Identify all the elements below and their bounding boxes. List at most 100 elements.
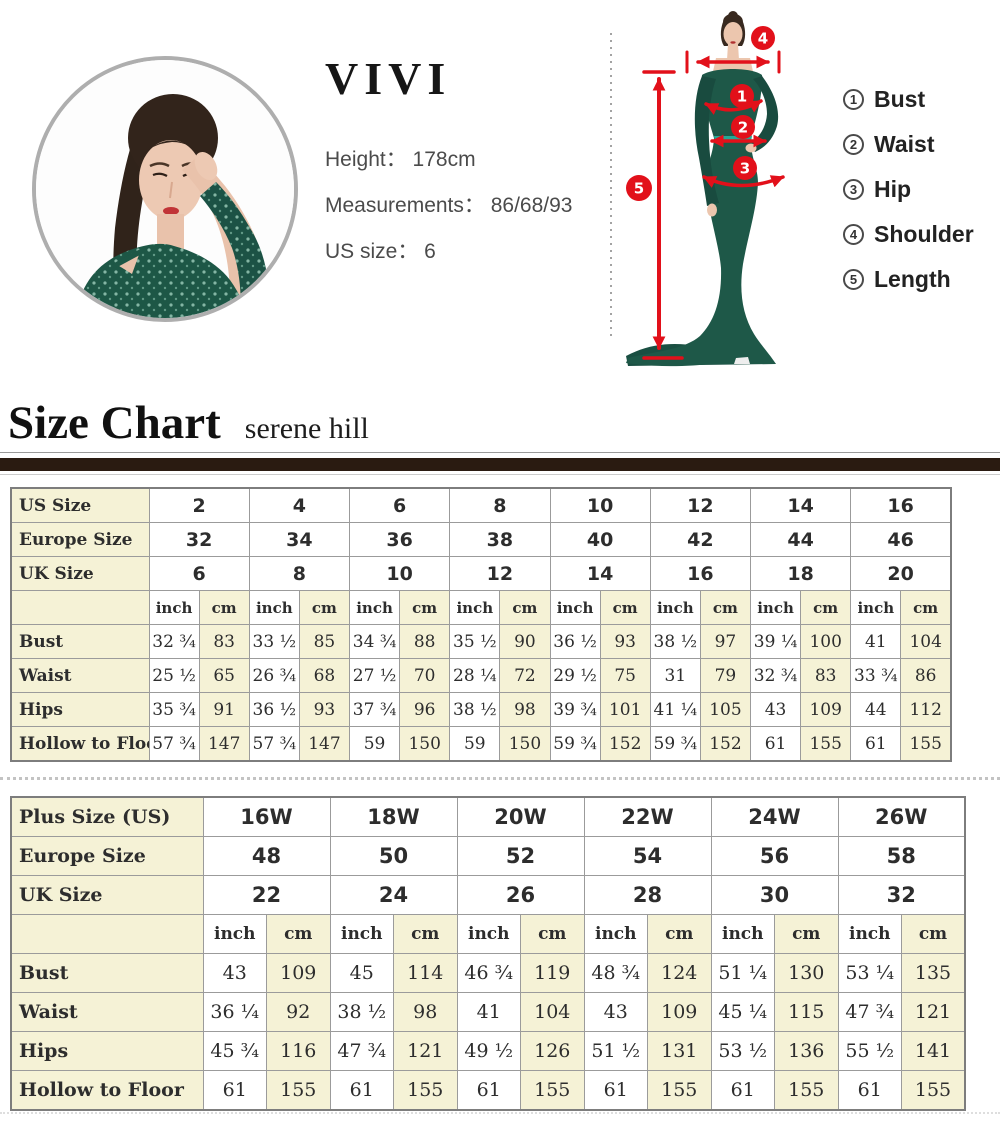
size-value-cell: 26 xyxy=(456,875,585,915)
cm-value-cell: 141 xyxy=(901,1031,966,1071)
svg-text:2: 2 xyxy=(738,119,748,137)
marker-2-waist: 2 xyxy=(731,115,755,139)
size-value-cell: 26W xyxy=(837,796,966,837)
cm-value-cell: 109 xyxy=(800,692,852,727)
inch-value-cell: 34 ¾ xyxy=(348,624,401,659)
unit-cm-header: cm xyxy=(198,590,250,625)
unit-inch-header: inch xyxy=(348,590,401,625)
inch-value-cell: 53 ½ xyxy=(710,1031,775,1071)
circled-5-icon: 5 xyxy=(843,268,864,290)
size-value-cell: 24W xyxy=(710,796,839,837)
inch-value-cell: 38 ½ xyxy=(649,624,701,659)
unit-inch-header: inch xyxy=(456,914,521,954)
inch-value-cell: 38 ½ xyxy=(449,692,501,727)
cm-value-cell: 121 xyxy=(393,1031,458,1071)
inch-value-cell: 43 xyxy=(202,953,267,993)
cm-value-cell: 83 xyxy=(800,658,852,693)
legend-label: Hip xyxy=(874,175,912,202)
inch-value-cell: 41 ¼ xyxy=(649,692,701,727)
measurement-row: Hollow to Floor 61 155 61 155 61 155 61 155 61 155… xyxy=(10,1070,966,1111)
unit-cm-header: cm xyxy=(774,914,839,954)
cm-value-cell: 100 xyxy=(800,624,852,659)
cm-value-cell: 150 xyxy=(399,726,451,762)
size-value-cell: 22W xyxy=(583,796,712,837)
size-value-cell: 48 xyxy=(202,836,331,876)
inch-value-cell: 41 xyxy=(850,624,902,659)
inch-value-cell: 37 ¾ xyxy=(348,692,401,727)
inch-value-cell: 36 ½ xyxy=(248,692,300,727)
page-title: Size Chart xyxy=(8,397,221,449)
size-value-cell: 18 xyxy=(749,556,852,591)
inch-value-cell: 35 ¾ xyxy=(148,692,200,727)
size-value-cell: 58 xyxy=(837,836,966,876)
size-value-cell: 16W xyxy=(202,796,331,837)
svg-text:1: 1 xyxy=(737,88,747,106)
cm-value-cell: 83 xyxy=(198,624,250,659)
cm-value-cell: 75 xyxy=(599,658,651,693)
model-stat-us-size: US size： 6 xyxy=(325,240,436,263)
inch-value-cell: 26 ¾ xyxy=(248,658,300,693)
inch-value-cell: 61 xyxy=(749,726,802,762)
size-value-cell: 14 xyxy=(749,487,852,523)
cm-value-cell: 115 xyxy=(774,992,839,1032)
size-value-cell: 8 xyxy=(449,487,551,523)
cm-value-cell: 155 xyxy=(800,726,852,762)
measurement-row: Bust 32 ¾ 83 33 ½ 85 34 ¾ 88 35 ½ 90 36 ½ 93 38 ½ 97… xyxy=(10,624,952,659)
cm-value-cell: 109 xyxy=(266,953,331,993)
size-value-cell: 46 xyxy=(850,522,952,557)
measurement-row-label: Hollow to Floor xyxy=(10,1070,204,1111)
cm-value-cell: 97 xyxy=(699,624,752,659)
cm-value-cell: 104 xyxy=(900,624,952,659)
marker-4-shoulder: 4 xyxy=(751,26,775,50)
inch-value-cell: 45 xyxy=(329,953,394,993)
cm-value-cell: 121 xyxy=(901,992,966,1032)
unit-cm-header: cm xyxy=(399,590,451,625)
inch-value-cell: 32 ¾ xyxy=(749,658,802,693)
legend-label: Shoulder xyxy=(874,220,974,247)
size-value-cell: 20 xyxy=(850,556,952,591)
size-row-label: US Size xyxy=(10,487,150,523)
circled-1-icon: 1 xyxy=(843,88,864,110)
cm-value-cell: 98 xyxy=(393,992,458,1032)
unit-cm-header: cm xyxy=(298,590,351,625)
cm-value-cell: 152 xyxy=(599,726,651,762)
size-value-cell: 4 xyxy=(248,487,351,523)
unit-inch-header: inch xyxy=(449,590,501,625)
unit-inch-header: inch xyxy=(329,914,394,954)
circled-4-icon: 4 xyxy=(843,223,864,245)
cm-value-cell: 147 xyxy=(198,726,250,762)
cm-value-cell: 155 xyxy=(520,1070,585,1111)
legend-item-length: 5 Length xyxy=(843,266,974,292)
size-value-cell: 50 xyxy=(329,836,458,876)
size-row-label: Plus Size (US) xyxy=(10,796,204,837)
plus-size-table: Plus Size (US) 16W 18W 20W 22W 24W 26W Europe S… xyxy=(10,796,966,1111)
cm-value-cell: 70 xyxy=(399,658,451,693)
cm-value-cell: 135 xyxy=(901,953,966,993)
measurement-row-label: Waist xyxy=(10,658,150,693)
shoulder-measure-line xyxy=(685,50,781,74)
inch-value-cell: 41 xyxy=(456,992,521,1032)
bust-measure-line xyxy=(704,99,763,115)
size-value-cell: 16 xyxy=(649,556,752,591)
inch-value-cell: 55 ½ xyxy=(837,1031,902,1071)
cm-value-cell: 65 xyxy=(198,658,250,693)
size-value-cell: 44 xyxy=(749,522,852,557)
inch-value-cell: 61 xyxy=(583,1070,648,1111)
size-row-label: UK Size xyxy=(10,556,150,591)
inch-value-cell: 33 ½ xyxy=(248,624,300,659)
legend-item-shoulder: 4 Shoulder xyxy=(843,220,974,247)
legend-item-hip: 3 Hip xyxy=(843,175,974,202)
size-value-cell: 8 xyxy=(248,556,351,591)
inch-value-cell: 47 ¾ xyxy=(329,1031,394,1071)
cm-value-cell: 101 xyxy=(599,692,651,727)
size-value-cell: 6 xyxy=(348,487,451,523)
legend-label: Waist xyxy=(874,130,935,157)
inch-value-cell: 59 xyxy=(449,726,501,762)
inch-value-cell: 61 xyxy=(329,1070,394,1111)
size-value-cell: 32 xyxy=(837,875,966,915)
size-row-label: Europe Size xyxy=(10,836,204,876)
unit-inch-header: inch xyxy=(850,590,902,625)
measurement-row-label: Bust xyxy=(10,624,150,659)
inch-value-cell: 59 xyxy=(348,726,401,762)
